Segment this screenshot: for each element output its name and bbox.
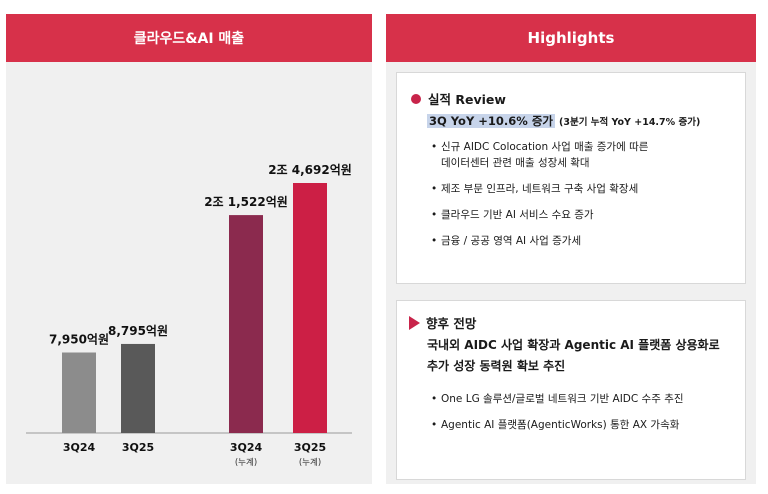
outlook-bullet-item: One LG 솔루션/글로벌 네트워크 기반 AIDC 수주 추진 bbox=[431, 391, 741, 407]
review-headline-note: (3분기 누적 YoY +14.7% 증가) bbox=[559, 117, 701, 128]
outlook-title: 향후 전망 bbox=[409, 313, 476, 332]
bar-4 bbox=[293, 183, 327, 433]
outlook-headline-line-1: 국내외 AIDC 사업 확장과 Agentic AI 플랫폼 상용화로 bbox=[427, 338, 720, 352]
category-label-1: 3Q24 bbox=[63, 441, 96, 454]
category-label-3: 3Q24 bbox=[230, 441, 263, 454]
bar-3 bbox=[229, 215, 263, 433]
review-title: 실적 Review bbox=[411, 89, 506, 108]
highlights-panel-title: Highlights bbox=[386, 14, 756, 62]
revenue-panel-title: 클라우드&AI 매출 bbox=[6, 14, 372, 62]
revenue-bar-chart: 7,950억원 3Q24 8,795억원 3Q25 2조 1,522억원 3Q24 (누계)… bbox=[26, 163, 352, 468]
review-bullet-item: 금융 / 공공 영역 AI 사업 증가세 bbox=[431, 233, 731, 249]
review-headline: 3Q YoY +10.6% 증가 (3분기 누적 YoY +14.7% 증가) bbox=[427, 113, 700, 129]
circle-bullet-icon bbox=[411, 93, 421, 104]
outlook-headline-line-2: 추가 성장 동력원 확보 추진 bbox=[427, 359, 566, 373]
outlook-bullet-list: One LG 솔루션/글로벌 네트워크 기반 AIDC 수주 추진 Agentic… bbox=[431, 391, 741, 443]
bar-2 bbox=[121, 343, 155, 433]
outlook-box: 향후 전망 국내외 AIDC 사업 확장과 Agentic AI 플랫폼 상용화… bbox=[396, 300, 746, 480]
bar-4-data-label: 2조 4,692억원 bbox=[268, 163, 352, 177]
review-headline-main: 3Q YoY +10.6% 증가 bbox=[427, 114, 555, 128]
category-label-2: 3Q25 bbox=[122, 441, 154, 454]
bar-1 bbox=[62, 352, 96, 433]
arrow-right-icon bbox=[409, 315, 420, 330]
outlook-headline: 국내외 AIDC 사업 확장과 Agentic AI 플랫폼 상용화로 추가 성… bbox=[427, 335, 745, 377]
bar-1-data-label: 7,950억원 bbox=[49, 333, 109, 347]
review-bullet-item: 제조 부문 인프라, 네트워크 구축 사업 확장세 bbox=[431, 181, 731, 197]
category-sublabel-4: (누계) bbox=[299, 457, 321, 468]
review-bullet-item: 클라우드 기반 AI 서비스 수요 증가 bbox=[431, 207, 731, 223]
bar-3-data-label: 2조 1,522억원 bbox=[204, 195, 288, 209]
highlights-panel: Highlights 실적 Review 3Q YoY +10.6% 증가 (3… bbox=[386, 14, 756, 484]
bar-2-data-label: 8,795억원 bbox=[108, 324, 168, 338]
review-box: 실적 Review 3Q YoY +10.6% 증가 (3분기 누적 YoY +… bbox=[396, 72, 746, 284]
outlook-bullet-item: Agentic AI 플랫폼(AgenticWorks) 통한 AX 가속화 bbox=[431, 417, 741, 433]
category-sublabel-3: (누계) bbox=[235, 457, 257, 468]
category-label-4: 3Q25 bbox=[294, 441, 326, 454]
revenue-panel: 클라우드&AI 매출 7,950억원 3Q24 8,795억원 3Q25 2조 1,52… bbox=[6, 14, 372, 484]
